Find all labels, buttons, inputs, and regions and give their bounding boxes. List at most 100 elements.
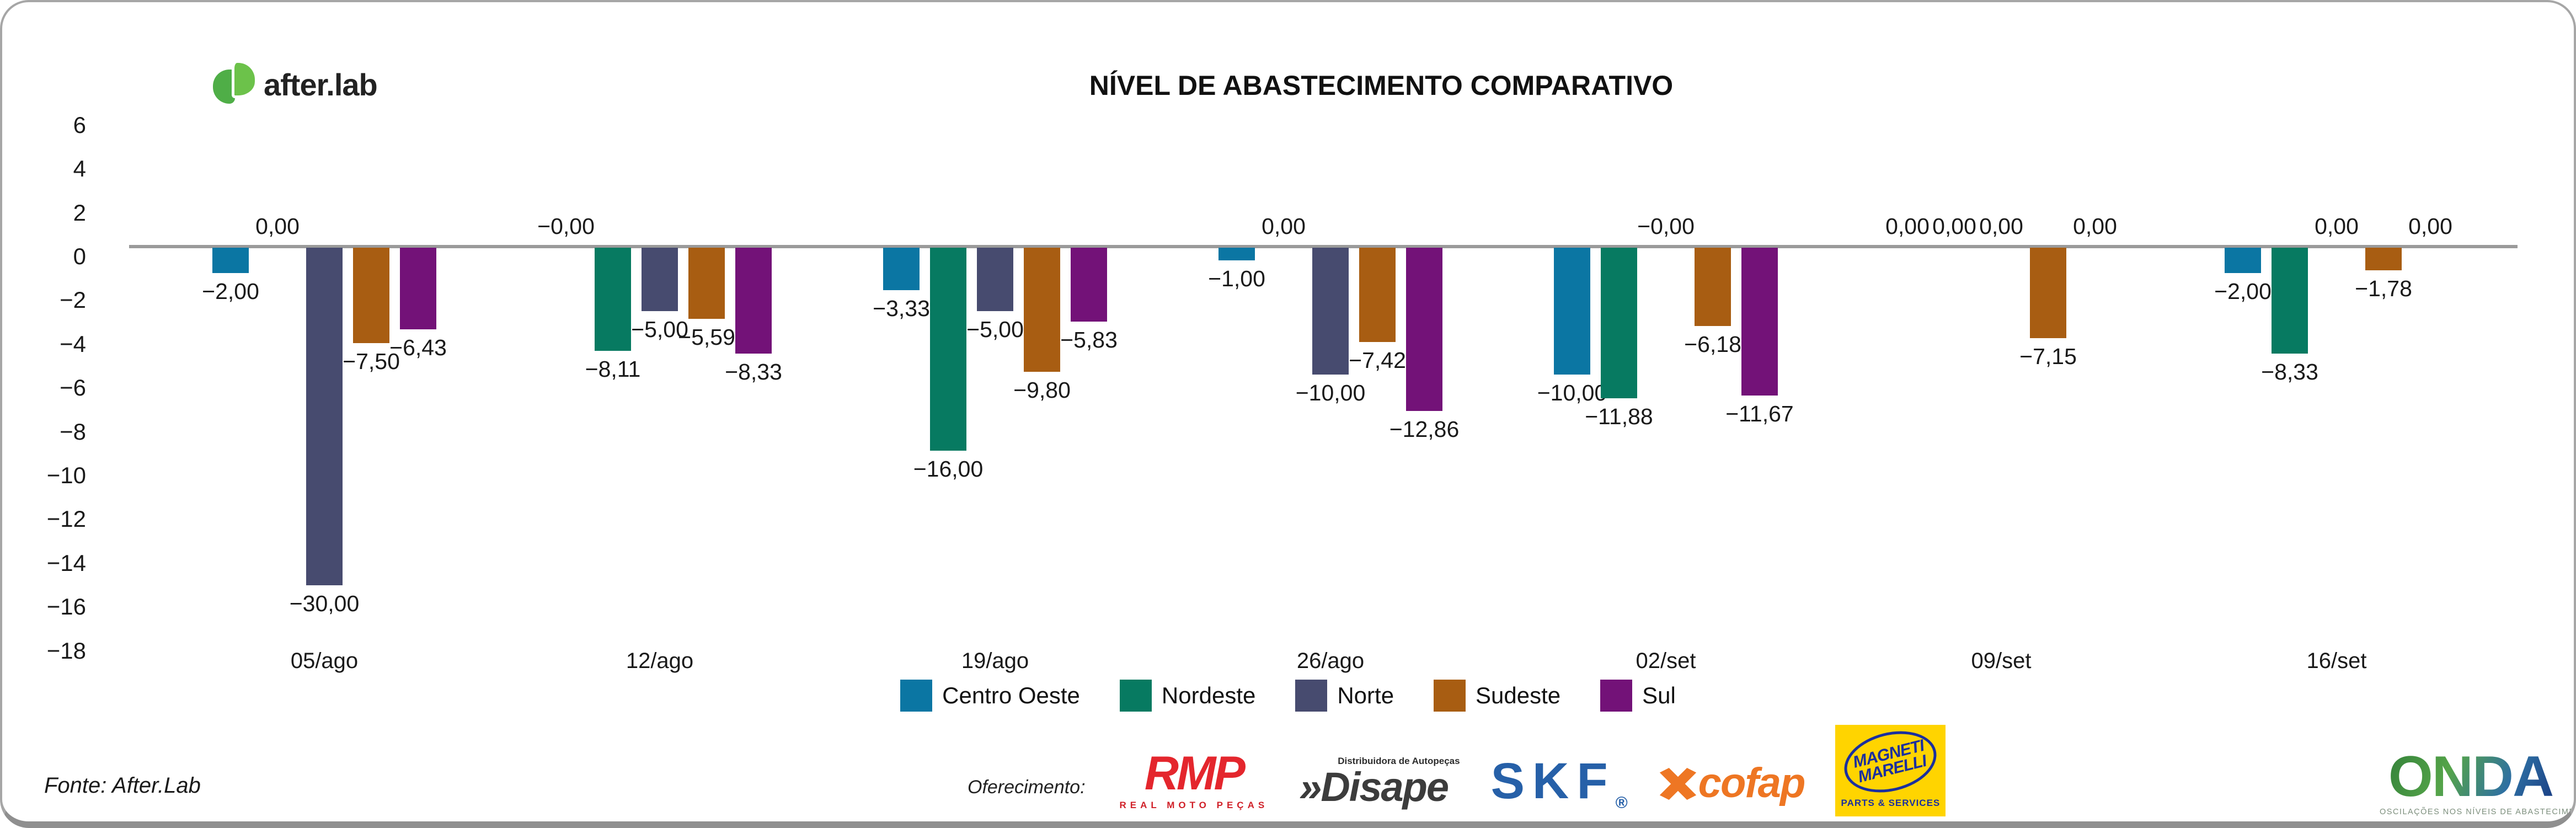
chart-title: NÍVEL DE ABASTECIMENTO COMPARATIVO [1089,70,1674,101]
bar-value-label: −10,00 [1295,380,1366,405]
bar-centro-oeste [1218,248,1255,260]
chart-legend: Centro Oeste Nordeste Norte Sudeste Sul [2,680,2574,712]
bar-value-label: −30,00 [289,591,360,616]
bar-value-label: 0,00 [1932,213,1976,239]
bar-value-label: −5,00 [966,317,1024,342]
bar-value-label: 0,00 [2073,213,2117,239]
bar-sudeste [2030,248,2066,339]
y-axis-tick-label: −2 [60,287,86,313]
legend-swatch-sul [1600,680,1633,712]
legend-label: Sudeste [1476,682,1561,708]
bar-value-label: −5,83 [1060,327,1118,353]
rmp-logo: RMP REAL MOTO PEÇAS [1119,747,1269,810]
bar-sudeste [1024,248,1060,372]
bar-value-label: 0,00 [1262,213,1306,239]
legend-label: Centro Oeste [942,682,1080,708]
bar-sul [400,248,436,329]
y-axis-tick-label: −6 [60,375,86,401]
bar-value-label: −8,11 [585,356,641,382]
bar-value-label: −5,00 [631,317,688,342]
sponsors-row: Oferecimento: RMP REAL MOTO PEÇAS Distri… [968,722,1946,816]
skf-logo: SKF® [1490,752,1628,812]
bar-value-label: −10,00 [1537,380,1607,405]
bar-value-label: −7,42 [1349,347,1406,373]
x-axis-category-label: 05/ago [290,649,359,673]
legend-label: Nordeste [1161,682,1256,708]
x-axis-category-label: 16/set [2306,649,2367,673]
bar-value-label: 0,00 [2408,213,2452,239]
bar-norte [1312,248,1349,375]
bar-nordeste [930,248,966,451]
afterlab-logo-text: after.lab [264,67,378,102]
bar-value-label: 0,00 [1885,213,1930,239]
bar-value-label: −12,86 [1389,416,1460,442]
bar-value-label: −5,59 [678,324,735,350]
bar-value-label: −8,33 [725,359,782,384]
y-axis-tick-label: −10 [46,462,86,488]
legend-item-sul: Sul [1600,680,1676,712]
bar-value-label: −9,80 [1013,377,1071,403]
bar-value-label: −7,15 [2019,344,2077,370]
bar-value-label: −3,33 [873,295,930,321]
bar-value-label: −0,00 [1637,213,1695,239]
y-axis-tick-label: 6 [73,111,86,138]
cofap-logo: cofap [1659,762,1805,804]
bar-nordeste [1601,248,1637,399]
bar-sudeste [2365,248,2402,270]
afterlab-leaf-icon [213,63,256,106]
x-axis-category-label: 26/ago [1296,649,1365,673]
legend-item-nordeste: Nordeste [1119,680,1256,712]
y-axis-tick-label: 4 [73,156,86,182]
legend-swatch-norte [1295,680,1328,712]
source-note: Fonte: After.Lab [44,773,201,798]
bar-centro-oeste [212,248,249,273]
bar-sudeste [1359,248,1396,342]
bar-value-label: 0,00 [1979,213,2023,239]
legend-item-centro-oeste: Centro Oeste [900,680,1080,712]
bar-value-label: −11,67 [1725,401,1794,427]
bar-value-label: −0,00 [537,213,595,239]
bar-norte [306,248,343,585]
bar-sul [1741,248,1778,396]
onda-logo: ONDA OSCILAÇÕES NOS NÍVEIS DE ABASTECIME… [2380,745,2575,816]
bar-value-label: −1,00 [1208,266,1265,291]
bar-centro-oeste [883,248,920,290]
y-axis-tick-label: −4 [60,330,86,357]
bar-sudeste [688,248,725,319]
x-axis-category-label: 12/ago [626,649,694,673]
x-axis-category-label: 19/ago [961,649,1029,673]
bar-value-label: −6,18 [1684,332,1741,357]
y-axis-tick-label: 2 [73,199,86,226]
bar-sul [735,248,772,354]
legend-label: Sul [1642,682,1676,708]
y-axis-tick-label: −8 [60,418,86,445]
bar-value-label: −7,50 [343,348,400,374]
afterlab-logo: after.lab [213,63,378,106]
bar-value-label: 0,00 [2315,213,2359,239]
bar-nordeste [2272,248,2308,354]
bar-value-label: −2,00 [202,279,259,304]
bar-nordeste [595,248,631,351]
cofap-x-icon [1659,765,1696,802]
legend-swatch-nordeste [1119,680,1152,712]
bar-norte [977,248,1013,311]
legend-swatch-centro-oeste [900,680,933,712]
x-axis-category-label: 09/set [1971,649,2032,673]
bar-sudeste [353,248,389,343]
legend-item-sudeste: Sudeste [1434,680,1560,712]
y-axis-tick-label: −14 [46,549,86,576]
x-axis-zero-line [129,245,2518,248]
bar-centro-oeste [1554,248,1590,375]
y-axis-tick-label: −16 [46,594,86,620]
bar-value-label: −8,33 [2261,359,2318,384]
disape-logo: Distribuidora de Autopeças »Disape [1299,756,1460,810]
magneti-marelli-logo: MAGNETI MARELLI PARTS & SERVICES [1835,722,1946,816]
bar-sudeste [1695,248,1731,327]
bar-centro-oeste [2225,248,2261,273]
y-axis-tick-label: −12 [46,506,86,532]
bar-value-label: −11,88 [1585,404,1653,430]
legend-swatch-sudeste [1434,680,1466,712]
sponsors-label: Oferecimento: [968,776,1086,798]
bar-value-label: −16,00 [913,456,984,482]
